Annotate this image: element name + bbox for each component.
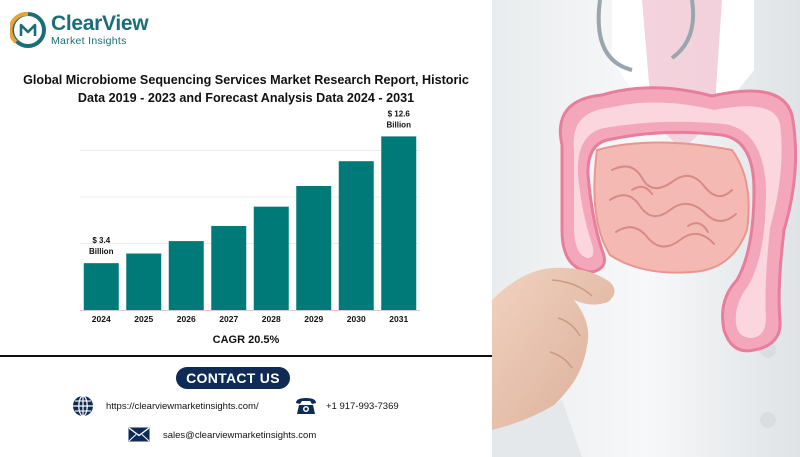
bar-2029 bbox=[296, 186, 332, 310]
bar-2024 bbox=[83, 263, 119, 310]
bar-2025 bbox=[126, 253, 162, 310]
contact-us-button[interactable]: CONTACT US bbox=[176, 367, 290, 389]
phone-icon bbox=[296, 398, 316, 414]
brand-logo: ClearView Market Insights bbox=[10, 12, 149, 48]
section-divider bbox=[0, 355, 492, 357]
photo-panel bbox=[492, 0, 800, 457]
bar-chart: 2024 $ 3.4 Billion 2025 2026 2027 2028 2029 2030… bbox=[80, 109, 420, 324]
phone-number[interactable]: +1 917-993-7369 bbox=[326, 401, 399, 412]
globe-icon bbox=[73, 395, 93, 417]
data-label-unit-2031: Billion bbox=[387, 120, 412, 129]
tick-label-2029: 2029 bbox=[304, 314, 323, 324]
tick-label-2027: 2027 bbox=[219, 314, 238, 324]
logo-subtitle: Market Insights bbox=[51, 35, 127, 48]
bar-2026 bbox=[168, 241, 204, 310]
bar-2031 bbox=[381, 136, 417, 310]
tick-label-2024: 2024 bbox=[92, 314, 111, 324]
tick-label-2031: 2031 bbox=[389, 314, 408, 324]
tick-label-2030: 2030 bbox=[347, 314, 366, 324]
website-link[interactable]: https://clearviewmarketinsights.com/ bbox=[106, 401, 259, 412]
email-address[interactable]: sales@clearviewmarketinsights.com bbox=[163, 430, 317, 441]
data-label-unit-2024: Billion bbox=[89, 247, 114, 256]
tick-label-2025: 2025 bbox=[134, 314, 153, 324]
bar-2030 bbox=[338, 161, 374, 310]
chart-title-line-2: Data 2019 - 2023 and Forecast Analysis D… bbox=[77, 91, 415, 105]
bar-2028 bbox=[253, 206, 289, 310]
mail-icon bbox=[128, 427, 150, 442]
gut-model-photo bbox=[492, 0, 800, 457]
chart-title-line-1: Global Microbiome Sequencing Services Ma… bbox=[23, 73, 469, 87]
tick-label-2028: 2028 bbox=[262, 314, 281, 324]
report-panel: ClearView Market Insights Global Microbi… bbox=[0, 12, 492, 442]
data-label-value-2024: $ 3.4 bbox=[92, 236, 110, 245]
logo-name: ClearView bbox=[51, 12, 149, 36]
data-label-value-2031: $ 12.6 bbox=[388, 109, 411, 118]
cagr-label: CAGR 20.5% bbox=[212, 334, 280, 346]
chart-title: Global Microbiome Sequencing Services Ma… bbox=[8, 71, 484, 107]
tick-label-2026: 2026 bbox=[177, 314, 196, 324]
bar-2027 bbox=[211, 225, 247, 310]
logo-mark-icon bbox=[10, 12, 46, 48]
